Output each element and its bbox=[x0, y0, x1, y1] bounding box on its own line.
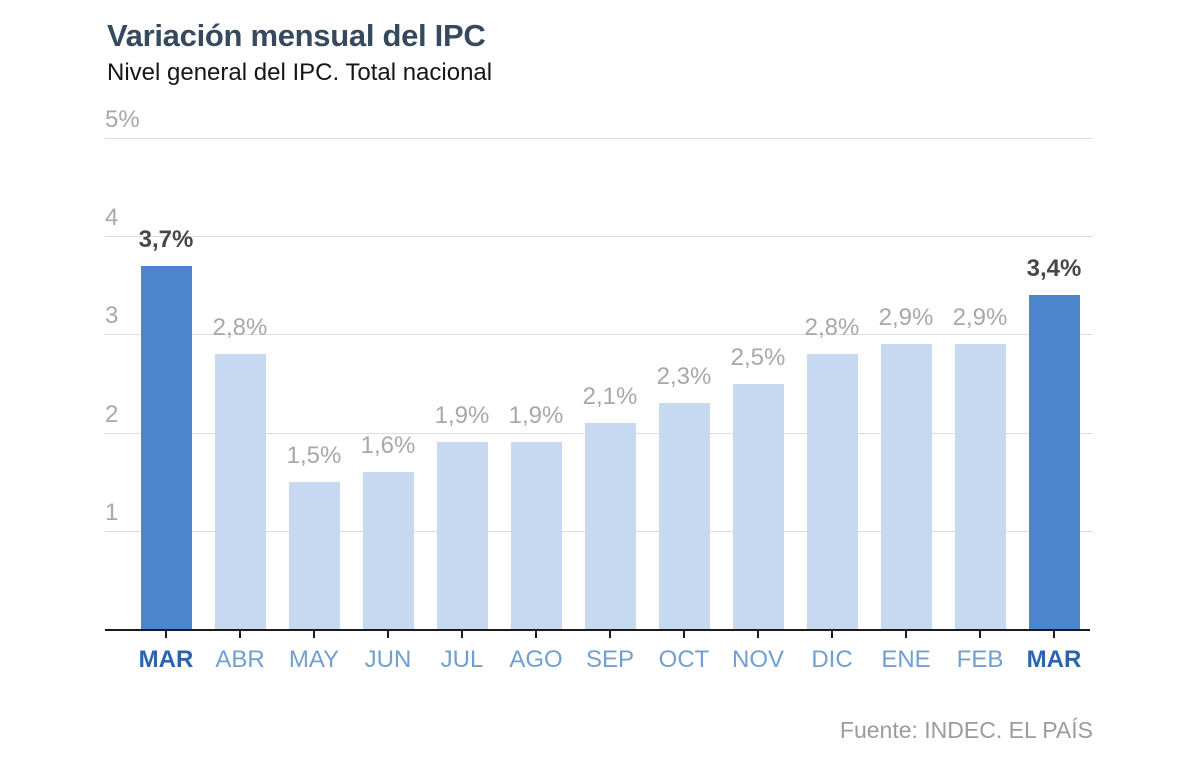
x-axis-label: OCT bbox=[658, 646, 710, 673]
x-axis-tick bbox=[831, 630, 833, 638]
bar bbox=[733, 384, 784, 630]
bar bbox=[1029, 295, 1080, 629]
bar-value-label: 2,8% bbox=[212, 314, 268, 341]
x-axis-line bbox=[105, 629, 1090, 631]
bar bbox=[363, 472, 414, 629]
bar bbox=[215, 354, 266, 629]
x-axis-tick bbox=[979, 630, 981, 638]
y-axis-label: 5% bbox=[105, 106, 140, 133]
bar bbox=[585, 423, 636, 629]
y-axis-label: 2 bbox=[105, 401, 119, 428]
x-axis-tick bbox=[1053, 630, 1055, 638]
x-axis-tick bbox=[387, 630, 389, 638]
x-axis-tick bbox=[313, 630, 315, 638]
chart-subtitle: Nivel general del IPC. Total nacional bbox=[107, 59, 493, 86]
y-axis-label: 4 bbox=[105, 204, 119, 231]
bar bbox=[659, 403, 710, 629]
y-axis-label: 3 bbox=[105, 302, 119, 329]
bar-value-label: 2,5% bbox=[730, 344, 786, 371]
x-axis-label: MAR bbox=[138, 646, 194, 673]
bar bbox=[141, 266, 192, 629]
x-axis-label: DIC bbox=[811, 646, 853, 673]
x-axis-label: SEP bbox=[585, 646, 635, 673]
source-credit: Fuente: INDEC. EL PAÍS bbox=[839, 717, 1093, 743]
bar-value-label: 2,9% bbox=[878, 304, 934, 331]
bar-value-label: 1,9% bbox=[434, 402, 490, 429]
gridline bbox=[105, 138, 1093, 139]
x-axis-label: MAY bbox=[288, 646, 340, 673]
x-axis-label: AGO bbox=[509, 646, 563, 673]
gridline bbox=[105, 236, 1093, 237]
bar-value-label: 3,7% bbox=[138, 226, 194, 253]
x-axis-label: FEB bbox=[956, 646, 1004, 673]
bar-value-label: 2,9% bbox=[952, 304, 1008, 331]
x-axis-label: MAR bbox=[1026, 646, 1082, 673]
bar bbox=[807, 354, 858, 629]
bar-value-label: 2,1% bbox=[582, 383, 638, 410]
bar-value-label: 2,3% bbox=[656, 363, 712, 390]
x-axis-label: ENE bbox=[881, 646, 931, 673]
bar-value-label: 1,9% bbox=[508, 402, 564, 429]
bar bbox=[437, 442, 488, 629]
x-axis-label: NOV bbox=[731, 646, 784, 673]
x-axis-tick bbox=[683, 630, 685, 638]
x-axis-label: JUL bbox=[440, 646, 484, 673]
gridline bbox=[105, 334, 1093, 335]
x-axis-tick bbox=[757, 630, 759, 638]
x-axis-tick bbox=[461, 630, 463, 638]
x-axis-tick bbox=[609, 630, 611, 638]
bar bbox=[881, 344, 932, 629]
x-axis-tick bbox=[239, 630, 241, 638]
bar bbox=[289, 482, 340, 629]
x-axis-tick bbox=[535, 630, 537, 638]
x-axis-tick bbox=[905, 630, 907, 638]
x-axis-tick bbox=[165, 630, 167, 638]
bar-value-label: 1,5% bbox=[286, 442, 342, 469]
bar bbox=[955, 344, 1006, 629]
chart-title: Variación mensual del IPC bbox=[107, 18, 486, 53]
bar-value-label: 1,6% bbox=[360, 432, 416, 459]
bar-value-label: 3,4% bbox=[1026, 255, 1082, 282]
x-axis-label: JUN bbox=[364, 646, 412, 673]
bar bbox=[511, 442, 562, 629]
bar-value-label: 2,8% bbox=[804, 314, 860, 341]
y-axis-label: 1 bbox=[105, 499, 119, 526]
x-axis-label: ABR bbox=[215, 646, 265, 673]
